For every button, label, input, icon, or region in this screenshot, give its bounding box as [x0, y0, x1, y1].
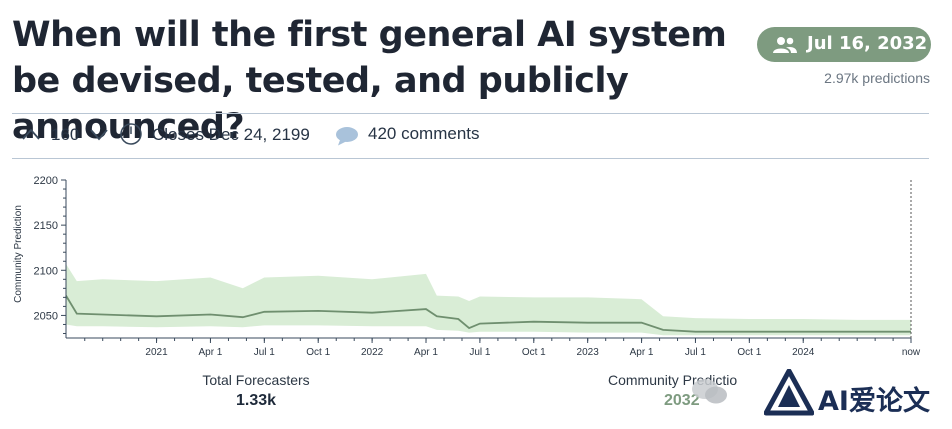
- x-tick-label: Apr 1: [198, 347, 222, 358]
- total-forecasters-stat: Total Forecasters 1.33k: [176, 372, 336, 410]
- ai-logo-icon: [764, 369, 814, 416]
- x-tick-label: 2021: [145, 347, 168, 358]
- y-tick-label: 2050: [34, 310, 58, 322]
- total-forecasters-value: 1.33k: [235, 392, 277, 409]
- x-tick-label: Jul 1: [469, 347, 491, 358]
- x-tick-label: 2023: [577, 347, 600, 358]
- watermark-text: AI爱论文: [818, 386, 930, 417]
- x-tick-label: 2022: [361, 347, 384, 358]
- question-meta-bar: 160 Closes Dec 24, 2199 420 comments: [0, 120, 952, 150]
- total-forecasters-label: Total Forecasters: [202, 372, 310, 388]
- upvote-icon[interactable]: [22, 128, 40, 140]
- users-icon: [773, 37, 797, 53]
- divider-bottom: [12, 158, 929, 159]
- x-tick-label: Apr 1: [414, 347, 438, 358]
- y-tick-label: 2200: [34, 175, 58, 187]
- x-tick-label: Oct 1: [306, 347, 330, 358]
- x-tick-label: 2024: [792, 347, 815, 358]
- x-tick-label: Jul 1: [685, 347, 707, 358]
- prediction-count: 2.97k predictions: [824, 70, 930, 86]
- question-title: When will the first general AI system be…: [12, 15, 727, 147]
- community-prediction-chart: Community Prediction 2200 2150 2100 2050 202…: [13, 175, 921, 358]
- comments-link[interactable]: 420 comments: [368, 124, 480, 143]
- prediction-value: Jul 16, 2032: [807, 33, 928, 54]
- y-tick-label: 2100: [34, 265, 58, 277]
- x-tick-label: now: [902, 347, 921, 358]
- x-tick-label: Oct 1: [737, 347, 761, 358]
- x-tick-label: Apr 1: [630, 347, 654, 358]
- prediction-line: [65, 295, 911, 333]
- confidence-band: [66, 264, 911, 336]
- vote-count: 160: [51, 125, 80, 144]
- close-date: Closes Dec 24, 2199: [152, 125, 310, 144]
- x-tick-label: Jul 1: [254, 347, 276, 358]
- wechat-icon: [692, 379, 727, 404]
- y-axis-label: Community Prediction: [13, 205, 24, 303]
- y-tick-label: 2150: [34, 220, 58, 232]
- x-tick-label: Oct 1: [522, 347, 546, 358]
- clock-icon: [120, 123, 142, 145]
- downvote-icon[interactable]: [90, 129, 108, 141]
- comment-icon: [336, 127, 358, 146]
- community-prediction-badge[interactable]: Jul 16, 2032: [757, 27, 931, 62]
- community-prediction-value: 2032: [664, 392, 700, 409]
- watermark: AI爱论文: [690, 366, 952, 426]
- divider-top: [12, 113, 929, 114]
